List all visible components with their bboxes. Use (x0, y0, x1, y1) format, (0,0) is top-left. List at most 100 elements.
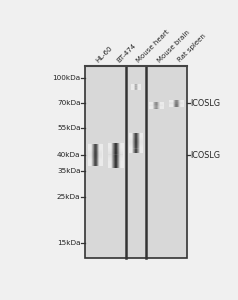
Bar (142, 133, 143, 153)
Bar (170, 100, 171, 107)
Bar (137, 84, 138, 90)
Bar (108, 160, 123, 161)
Bar (149, 104, 163, 105)
Bar (113, 143, 114, 168)
Bar (130, 133, 131, 153)
Bar (108, 156, 123, 157)
Bar (171, 100, 172, 107)
Bar (129, 141, 143, 142)
Bar (108, 158, 123, 160)
Bar (88, 160, 102, 162)
Bar (129, 137, 143, 138)
Bar (132, 84, 133, 90)
Bar (98, 144, 99, 166)
Bar (96, 144, 97, 166)
Bar (183, 100, 184, 107)
Bar (138, 84, 139, 90)
Bar (135, 84, 136, 90)
Bar (177, 100, 178, 107)
Bar (169, 105, 183, 106)
Bar (122, 143, 123, 168)
Bar (129, 142, 143, 143)
Bar (130, 133, 131, 153)
Bar (108, 141, 123, 143)
Bar (129, 152, 143, 153)
Bar (123, 143, 124, 168)
Bar (149, 108, 163, 109)
Bar (176, 100, 177, 107)
Bar (116, 143, 117, 168)
Bar (136, 133, 137, 153)
Bar (118, 143, 119, 168)
Bar (108, 166, 123, 168)
Bar (182, 100, 183, 107)
Bar (132, 133, 133, 153)
Bar (114, 143, 115, 168)
Bar (169, 100, 183, 101)
Bar (89, 144, 90, 166)
Bar (114, 143, 115, 168)
Bar (88, 164, 102, 165)
Bar (149, 107, 163, 108)
Bar (95, 144, 96, 166)
Bar (88, 151, 102, 152)
Bar (129, 140, 143, 141)
Bar (169, 101, 183, 102)
Bar (181, 100, 182, 107)
Bar (89, 144, 90, 166)
Bar (91, 144, 92, 166)
Bar (133, 84, 134, 90)
Bar (88, 143, 102, 144)
Bar (131, 88, 140, 89)
Bar (88, 159, 102, 160)
Bar (129, 136, 143, 137)
Bar (117, 143, 118, 168)
Bar (88, 152, 102, 153)
Bar (136, 84, 137, 90)
Bar (139, 133, 140, 153)
Text: BT-474: BT-474 (115, 42, 137, 63)
Text: 15kDa: 15kDa (57, 240, 80, 246)
Text: 25kDa: 25kDa (57, 194, 80, 200)
Bar (175, 100, 176, 107)
Bar (132, 84, 133, 90)
Bar (108, 164, 123, 165)
Bar (153, 102, 154, 109)
Bar (149, 105, 163, 106)
Bar (149, 102, 163, 103)
Bar (181, 100, 182, 107)
Bar (136, 84, 137, 90)
Bar (139, 84, 140, 90)
Bar (119, 143, 120, 168)
Bar (157, 102, 158, 109)
Text: Rat spleen: Rat spleen (176, 33, 207, 63)
Bar (131, 133, 132, 153)
Bar (112, 143, 113, 168)
Bar (134, 84, 135, 90)
Bar (91, 144, 92, 166)
Bar (129, 139, 143, 140)
Bar (141, 133, 142, 153)
Bar (120, 143, 121, 168)
Bar (108, 144, 123, 145)
Bar (88, 158, 102, 159)
Bar (88, 157, 102, 158)
Bar (129, 144, 143, 145)
Bar (88, 149, 102, 150)
Bar (108, 165, 123, 166)
Bar (85, 66, 187, 258)
Bar (129, 147, 143, 148)
Bar (88, 154, 102, 156)
Bar (133, 133, 134, 153)
Bar (88, 145, 102, 146)
Bar (179, 100, 180, 107)
Bar (138, 133, 139, 153)
Bar (108, 147, 123, 148)
Bar (88, 144, 102, 145)
Text: Mouse heart: Mouse heart (136, 28, 171, 63)
Bar (129, 138, 143, 139)
Bar (149, 105, 163, 106)
Bar (88, 148, 102, 149)
Bar (123, 143, 124, 168)
Bar (182, 100, 183, 107)
